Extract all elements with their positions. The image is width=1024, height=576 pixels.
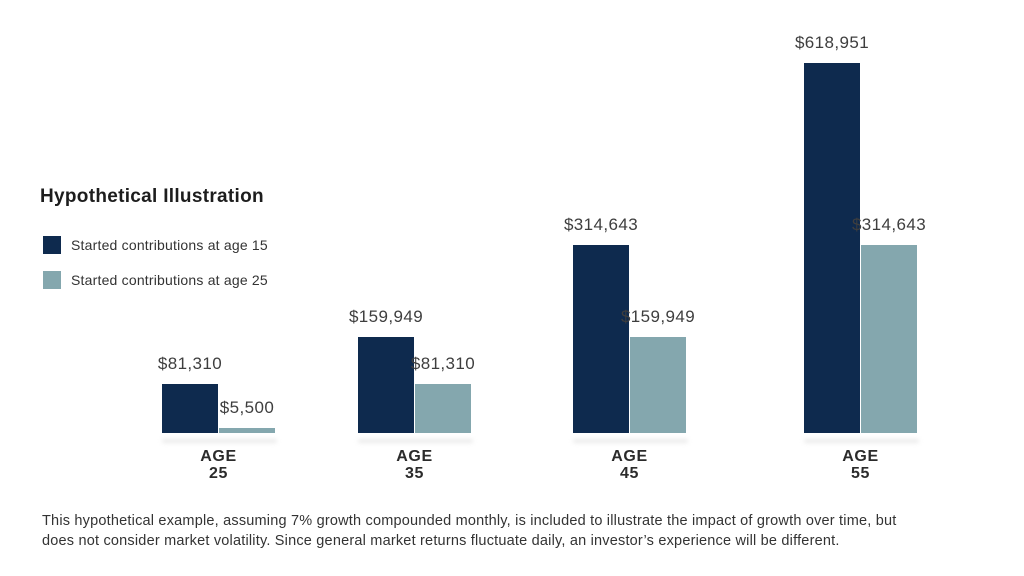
category-label-line: AGE [200, 448, 237, 465]
value-label-series2-age-45: $159,949 [620, 307, 696, 326]
bar-series1-age-35 [358, 337, 414, 433]
category-label-age-45: AGE 45 [611, 448, 647, 482]
legend-label-age15: Started contributions at age 15 [71, 237, 268, 253]
value-label-series2-age-55: $314,643 [851, 215, 927, 234]
category-label-age-25: AGE 25 [200, 448, 236, 482]
bar-series2-age-35 [415, 384, 471, 433]
category-label-line: AGE [611, 448, 648, 465]
chart-title: Hypothetical Illustration [40, 186, 264, 207]
bar-series2-age-25 [219, 428, 275, 433]
value-label-series1-age-35: $159,949 [348, 307, 424, 326]
value-label-series1-age-55: $618,951 [794, 33, 870, 52]
category-label-line: AGE [842, 448, 879, 465]
ground-shadow-age-25 [162, 439, 277, 443]
legend-label-age25: Started contributions at age 25 [71, 272, 268, 288]
bar-series2-age-45 [630, 337, 686, 433]
value-label-series2-age-25: $5,500 [219, 398, 275, 417]
category-label-age-55: AGE 55 [842, 448, 878, 482]
legend-swatch-age25-icon [43, 271, 61, 289]
bar-series2-age-55 [861, 245, 917, 433]
legend-swatch-age15-icon [43, 236, 61, 254]
ground-shadow-age-45 [573, 439, 688, 443]
category-label-line: 55 [850, 465, 870, 482]
bar-series1-age-45 [573, 245, 629, 433]
legend-item-age15: Started contributions at age 15 [43, 236, 268, 254]
value-label-series1-age-45: $314,643 [563, 215, 639, 234]
ground-shadow-age-35 [358, 439, 473, 443]
bar-series1-age-25 [162, 384, 218, 433]
disclaimer: This hypothetical example, assuming 7% g… [42, 511, 992, 551]
ground-shadow-age-55 [804, 439, 919, 443]
legend-item-age25: Started contributions at age 25 [43, 271, 268, 289]
category-label-line: 45 [619, 465, 639, 482]
disclaimer-line2: does not consider market volatility. Sin… [42, 533, 840, 549]
value-label-series1-age-25: $81,310 [157, 354, 223, 373]
category-label-line: 35 [404, 465, 424, 482]
category-label-line: 25 [208, 465, 228, 482]
disclaimer-line1: This hypothetical example, assuming 7% g… [42, 513, 897, 529]
value-label-series2-age-35: $81,310 [410, 354, 476, 373]
bar-series1-age-55 [804, 63, 860, 433]
category-label-age-35: AGE 35 [396, 448, 432, 482]
category-label-line: AGE [396, 448, 433, 465]
